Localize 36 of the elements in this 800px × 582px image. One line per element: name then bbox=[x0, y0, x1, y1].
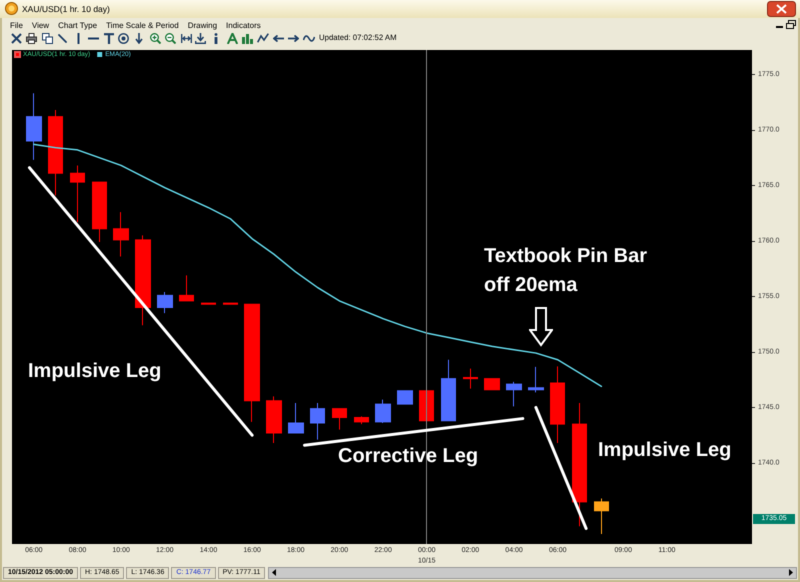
annotation: Corrective Leg bbox=[338, 445, 478, 467]
annotation: Textbook Pin Bar off 20ema bbox=[484, 245, 648, 296]
candlestick bbox=[484, 378, 500, 390]
text: File bbox=[10, 21, 23, 31]
candlestick bbox=[113, 212, 129, 257]
candlestick bbox=[419, 390, 434, 422]
candlestick bbox=[354, 416, 369, 425]
text: Drawing bbox=[188, 21, 218, 31]
text: Time Scale & Period bbox=[106, 21, 179, 31]
candlestick bbox=[310, 402, 325, 440]
candlestick bbox=[528, 366, 544, 393]
candlestick bbox=[179, 274, 194, 302]
candlestick bbox=[288, 402, 304, 434]
candlestick bbox=[463, 368, 478, 390]
candlestick bbox=[550, 366, 565, 444]
candlestick bbox=[70, 164, 85, 223]
text: Chart Type bbox=[58, 21, 98, 31]
candlestick bbox=[266, 396, 282, 444]
candlestick bbox=[26, 92, 42, 160]
candlestick bbox=[332, 408, 347, 430]
text: View bbox=[32, 21, 50, 31]
candlestick bbox=[157, 292, 173, 314]
text: Indicators bbox=[226, 21, 261, 31]
candlestick bbox=[397, 390, 413, 405]
annotation: Impulsive Leg bbox=[28, 360, 162, 382]
annotation: Impulsive Leg bbox=[598, 439, 732, 461]
candlestick bbox=[375, 399, 391, 424]
candlestick bbox=[135, 234, 151, 326]
candlestick bbox=[594, 498, 609, 535]
candlestick bbox=[506, 381, 522, 407]
candlestick bbox=[572, 402, 587, 527]
candlestick bbox=[441, 359, 456, 422]
candlestick bbox=[244, 304, 260, 422]
candlestick bbox=[92, 182, 107, 243]
chart-title: XAU/USD(1 hr. 10 day) bbox=[22, 4, 110, 14]
candlestick bbox=[48, 109, 63, 196]
